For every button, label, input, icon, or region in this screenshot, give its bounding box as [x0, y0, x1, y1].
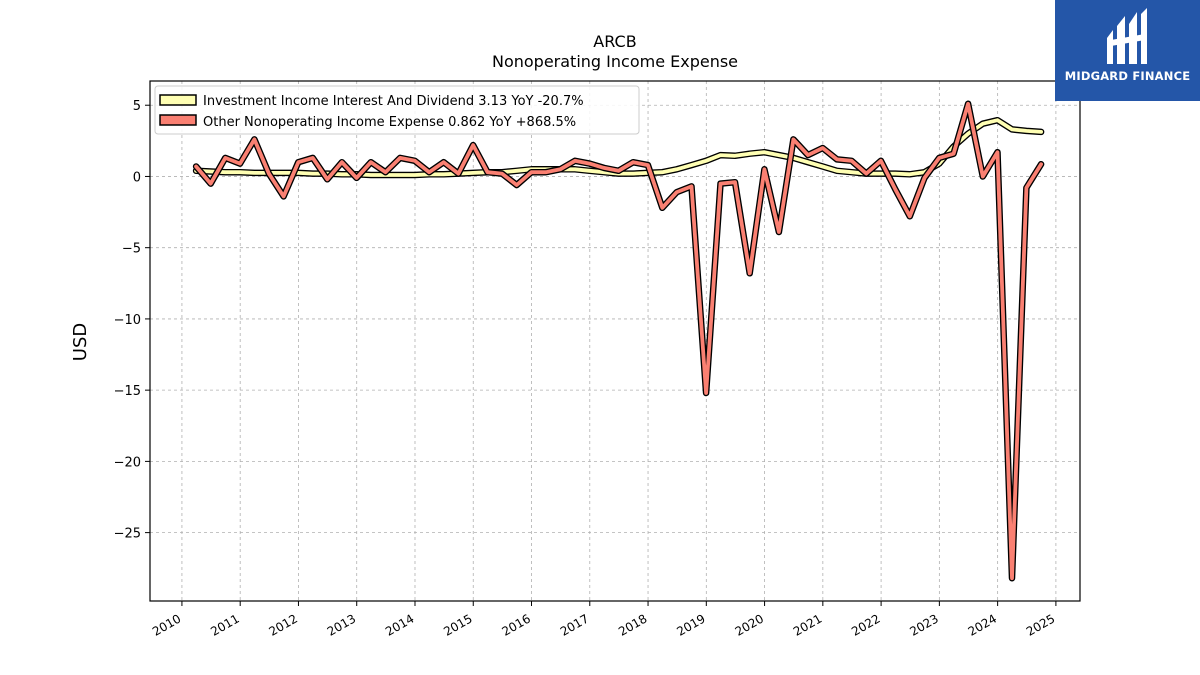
x-tick-label: 2012 [267, 611, 300, 638]
legend-swatch-other [159, 114, 197, 126]
logo-text: MIDGARD FINANCE [1064, 69, 1191, 83]
x-tick-label: 2021 [791, 611, 824, 638]
y-tick-label: −25 [114, 527, 141, 542]
x-tick-label: 2017 [558, 611, 591, 638]
x-tick-label: 2018 [616, 611, 649, 638]
legend-label-other: Other Nonoperating Income Expense 0.862 … [203, 115, 576, 130]
y-ticks: 5 0 −5 −10 −15 −20 −25 [114, 99, 150, 542]
y-axis-label: USD [70, 323, 91, 361]
x-tick-label: 2016 [500, 611, 533, 638]
x-tick-label: 2015 [441, 611, 474, 638]
x-tick-label: 2013 [325, 611, 358, 638]
x-tick-label: 2019 [674, 611, 707, 638]
grid-layer [150, 81, 1080, 601]
x-tick-label: 2011 [208, 611, 241, 638]
series-line-other-nonoperating [194, 101, 1043, 581]
x-ticks: 2010 2011 2012 2013 2014 2015 2016 2017 2018 2019… [150, 601, 1057, 639]
y-tick-label: −15 [114, 384, 141, 399]
legend-swatch-investment [159, 94, 197, 106]
legend: Investment Income Interest And Dividend … [154, 85, 640, 135]
x-tick-label: 2024 [966, 611, 999, 638]
brand-logo: MIDGARD FINANCE [1055, 0, 1200, 101]
x-tick-label: 2022 [849, 611, 882, 638]
legend-label-investment: Investment Income Interest And Dividend … [203, 94, 584, 109]
plot-frame [149, 80, 1081, 602]
y-tick-label: −5 [122, 242, 141, 257]
legend-box [154, 85, 640, 135]
y-tick-label: −10 [114, 313, 141, 328]
x-tick-label: 2020 [733, 611, 766, 638]
chart-subtitle: Nonoperating Income Expense [492, 52, 738, 71]
x-tick-label: 2025 [1024, 611, 1057, 638]
x-tick-label: 2010 [150, 611, 183, 638]
y-tick-label: 0 [133, 170, 141, 185]
x-tick-label: 2014 [383, 611, 416, 638]
series-layer [192, 100, 1045, 582]
y-tick-label: 5 [133, 99, 141, 114]
logo-mark-icon [1107, 8, 1147, 64]
y-tick-label: −20 [114, 455, 141, 470]
chart-title: ARCB [593, 32, 636, 51]
x-tick-label: 2023 [907, 611, 940, 638]
